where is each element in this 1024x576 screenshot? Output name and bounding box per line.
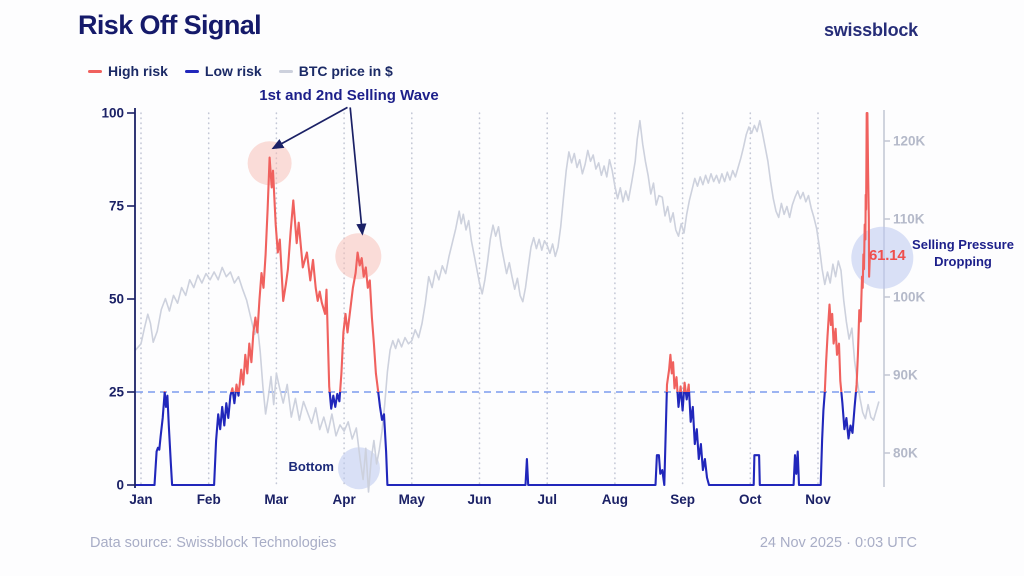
legend-label-low-risk: Low risk [204, 63, 262, 79]
svg-text:0: 0 [116, 478, 124, 493]
svg-text:110K: 110K [893, 212, 925, 227]
svg-text:25: 25 [109, 385, 125, 400]
legend-label-high-risk: High risk [108, 63, 168, 79]
legend-item-btc-price: BTC price in $ [278, 63, 393, 79]
annotation-selling-wave: 1st and 2nd Selling Wave [259, 87, 439, 104]
svg-text:80K: 80K [893, 446, 918, 461]
annotation-selling-pressure-line1: Selling Pressure [912, 237, 1014, 252]
page-title: Risk Off Signal [78, 10, 262, 40]
svg-text:Apr: Apr [332, 492, 356, 507]
svg-text:Oct: Oct [739, 492, 762, 507]
btc-price-dash-icon [278, 69, 293, 73]
svg-text:Aug: Aug [602, 492, 628, 507]
svg-text:Jan: Jan [129, 492, 152, 507]
chart-legend: High risk Low risk BTC price in $ [88, 63, 393, 79]
svg-text:Jun: Jun [467, 492, 491, 507]
svg-text:100K: 100K [893, 290, 926, 305]
data-source: Data source: Swissblock Technologies [90, 535, 337, 551]
svg-text:Sep: Sep [670, 492, 695, 507]
high-risk-dash-icon [88, 69, 102, 73]
svg-text:Mar: Mar [264, 492, 289, 507]
annotation-bottom: Bottom [288, 459, 335, 474]
current-risk-value: 61.14 [869, 247, 906, 264]
legend-item-low-risk: Low risk [184, 63, 262, 79]
legend-item-high-risk: High risk [88, 63, 168, 79]
svg-text:May: May [399, 492, 426, 507]
svg-text:75: 75 [109, 199, 125, 214]
swissblock-logo: swissblock [823, 20, 918, 40]
svg-text:90K: 90K [893, 368, 918, 383]
annotation-selling-pressure-line2: Dropping [934, 254, 992, 269]
low-risk-dash-icon [184, 69, 199, 73]
svg-text:Feb: Feb [197, 492, 221, 507]
svg-text:100: 100 [101, 106, 124, 121]
svg-text:120K: 120K [893, 134, 926, 149]
annotation-selling-pressure: Selling Pressure Dropping [908, 236, 1018, 270]
svg-text:Nov: Nov [805, 492, 831, 507]
svg-text:Jul: Jul [537, 492, 557, 507]
legend-label-btc-price: BTC price in $ [298, 63, 393, 79]
svg-text:50: 50 [109, 292, 124, 307]
timestamp: 24 Nov 2025 · 0:03 UTC [759, 535, 917, 551]
